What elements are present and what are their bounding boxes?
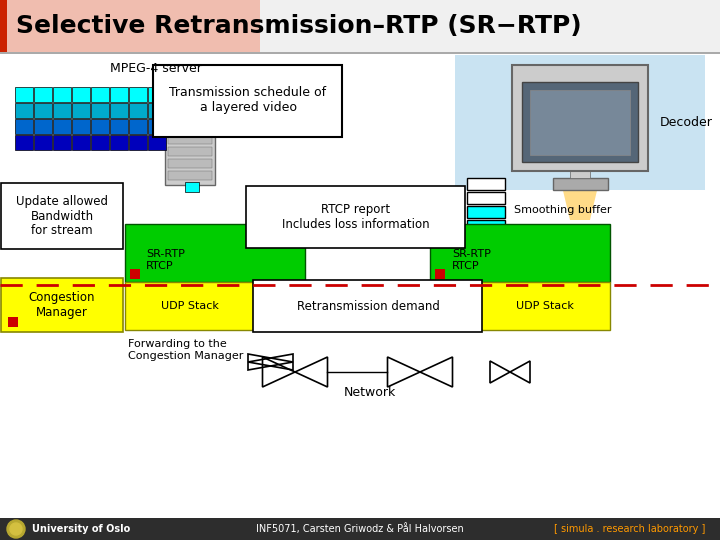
Text: INF5071, Carsten Griwodz & Pål Halvorsen: INF5071, Carsten Griwodz & Pål Halvorsen: [256, 524, 464, 535]
FancyBboxPatch shape: [34, 135, 52, 150]
FancyBboxPatch shape: [91, 87, 109, 102]
FancyBboxPatch shape: [522, 82, 638, 162]
FancyBboxPatch shape: [15, 119, 33, 134]
FancyBboxPatch shape: [553, 178, 608, 190]
FancyBboxPatch shape: [168, 147, 212, 156]
FancyBboxPatch shape: [91, 103, 109, 118]
FancyBboxPatch shape: [430, 224, 610, 282]
FancyBboxPatch shape: [168, 135, 212, 144]
FancyBboxPatch shape: [185, 182, 199, 192]
FancyBboxPatch shape: [512, 65, 648, 171]
Text: Decoder: Decoder: [660, 116, 713, 129]
FancyBboxPatch shape: [153, 65, 342, 137]
FancyBboxPatch shape: [467, 192, 505, 204]
Text: UDP Stack: UDP Stack: [516, 301, 574, 311]
FancyBboxPatch shape: [129, 119, 147, 134]
FancyBboxPatch shape: [125, 282, 255, 330]
Text: SR-RTP
RTCP: SR-RTP RTCP: [146, 249, 185, 271]
FancyBboxPatch shape: [530, 90, 630, 155]
FancyBboxPatch shape: [91, 119, 109, 134]
FancyBboxPatch shape: [148, 87, 166, 102]
Text: Congestion
Manager: Congestion Manager: [29, 291, 95, 319]
Text: [ simula . research laboratory ]: [ simula . research laboratory ]: [554, 524, 705, 534]
Text: Update allowed
Bandwidth
for stream: Update allowed Bandwidth for stream: [16, 194, 108, 238]
FancyBboxPatch shape: [129, 135, 147, 150]
FancyBboxPatch shape: [168, 171, 212, 180]
FancyBboxPatch shape: [467, 178, 505, 190]
FancyBboxPatch shape: [168, 159, 212, 168]
FancyBboxPatch shape: [15, 135, 33, 150]
FancyBboxPatch shape: [91, 135, 109, 150]
FancyBboxPatch shape: [0, 518, 720, 540]
FancyBboxPatch shape: [0, 0, 260, 52]
FancyBboxPatch shape: [1, 183, 123, 249]
FancyBboxPatch shape: [168, 99, 212, 108]
FancyBboxPatch shape: [53, 87, 71, 102]
FancyBboxPatch shape: [253, 280, 482, 332]
FancyBboxPatch shape: [110, 135, 128, 150]
FancyBboxPatch shape: [129, 103, 147, 118]
FancyBboxPatch shape: [0, 0, 7, 52]
Text: RTCP report
Includes loss information: RTCP report Includes loss information: [282, 203, 430, 231]
FancyBboxPatch shape: [34, 87, 52, 102]
FancyBboxPatch shape: [72, 119, 90, 134]
Text: Selective Retransmission–RTP (SR−RTP): Selective Retransmission–RTP (SR−RTP): [16, 14, 582, 38]
Text: Forwarding to the
Congestion Manager: Forwarding to the Congestion Manager: [128, 339, 243, 361]
Text: SR-RTP
RTCP: SR-RTP RTCP: [452, 249, 491, 271]
Circle shape: [10, 523, 22, 535]
FancyBboxPatch shape: [148, 135, 166, 150]
Text: Transmission schedule of
a layered video: Transmission schedule of a layered video: [169, 86, 327, 114]
FancyBboxPatch shape: [168, 123, 212, 132]
FancyBboxPatch shape: [110, 87, 128, 102]
FancyBboxPatch shape: [125, 224, 305, 282]
Circle shape: [7, 520, 25, 538]
FancyBboxPatch shape: [110, 119, 128, 134]
FancyBboxPatch shape: [15, 87, 33, 102]
FancyBboxPatch shape: [435, 269, 445, 279]
Text: UDP Stack: UDP Stack: [161, 301, 219, 311]
FancyBboxPatch shape: [455, 55, 705, 190]
Text: Retransmission demand: Retransmission demand: [297, 300, 439, 313]
FancyBboxPatch shape: [1, 278, 123, 332]
FancyBboxPatch shape: [34, 119, 52, 134]
FancyBboxPatch shape: [129, 87, 147, 102]
FancyBboxPatch shape: [0, 0, 720, 52]
FancyBboxPatch shape: [110, 103, 128, 118]
FancyBboxPatch shape: [8, 317, 18, 327]
FancyBboxPatch shape: [15, 103, 33, 118]
FancyBboxPatch shape: [53, 119, 71, 134]
FancyBboxPatch shape: [53, 103, 71, 118]
FancyBboxPatch shape: [570, 168, 590, 178]
FancyBboxPatch shape: [148, 103, 166, 118]
FancyBboxPatch shape: [72, 103, 90, 118]
Text: Network: Network: [344, 386, 396, 399]
Text: University of Oslo: University of Oslo: [32, 524, 130, 534]
FancyBboxPatch shape: [34, 103, 52, 118]
FancyBboxPatch shape: [467, 206, 505, 218]
FancyBboxPatch shape: [168, 111, 212, 120]
FancyBboxPatch shape: [467, 220, 505, 232]
Polygon shape: [560, 178, 600, 220]
FancyBboxPatch shape: [148, 119, 166, 134]
FancyBboxPatch shape: [480, 282, 610, 330]
FancyBboxPatch shape: [246, 186, 465, 248]
FancyBboxPatch shape: [130, 269, 140, 279]
Text: MPEG-4 server: MPEG-4 server: [110, 62, 202, 75]
FancyBboxPatch shape: [53, 135, 71, 150]
FancyBboxPatch shape: [72, 87, 90, 102]
Text: Smoothing buffer: Smoothing buffer: [514, 205, 611, 215]
FancyBboxPatch shape: [165, 80, 215, 185]
FancyBboxPatch shape: [72, 135, 90, 150]
